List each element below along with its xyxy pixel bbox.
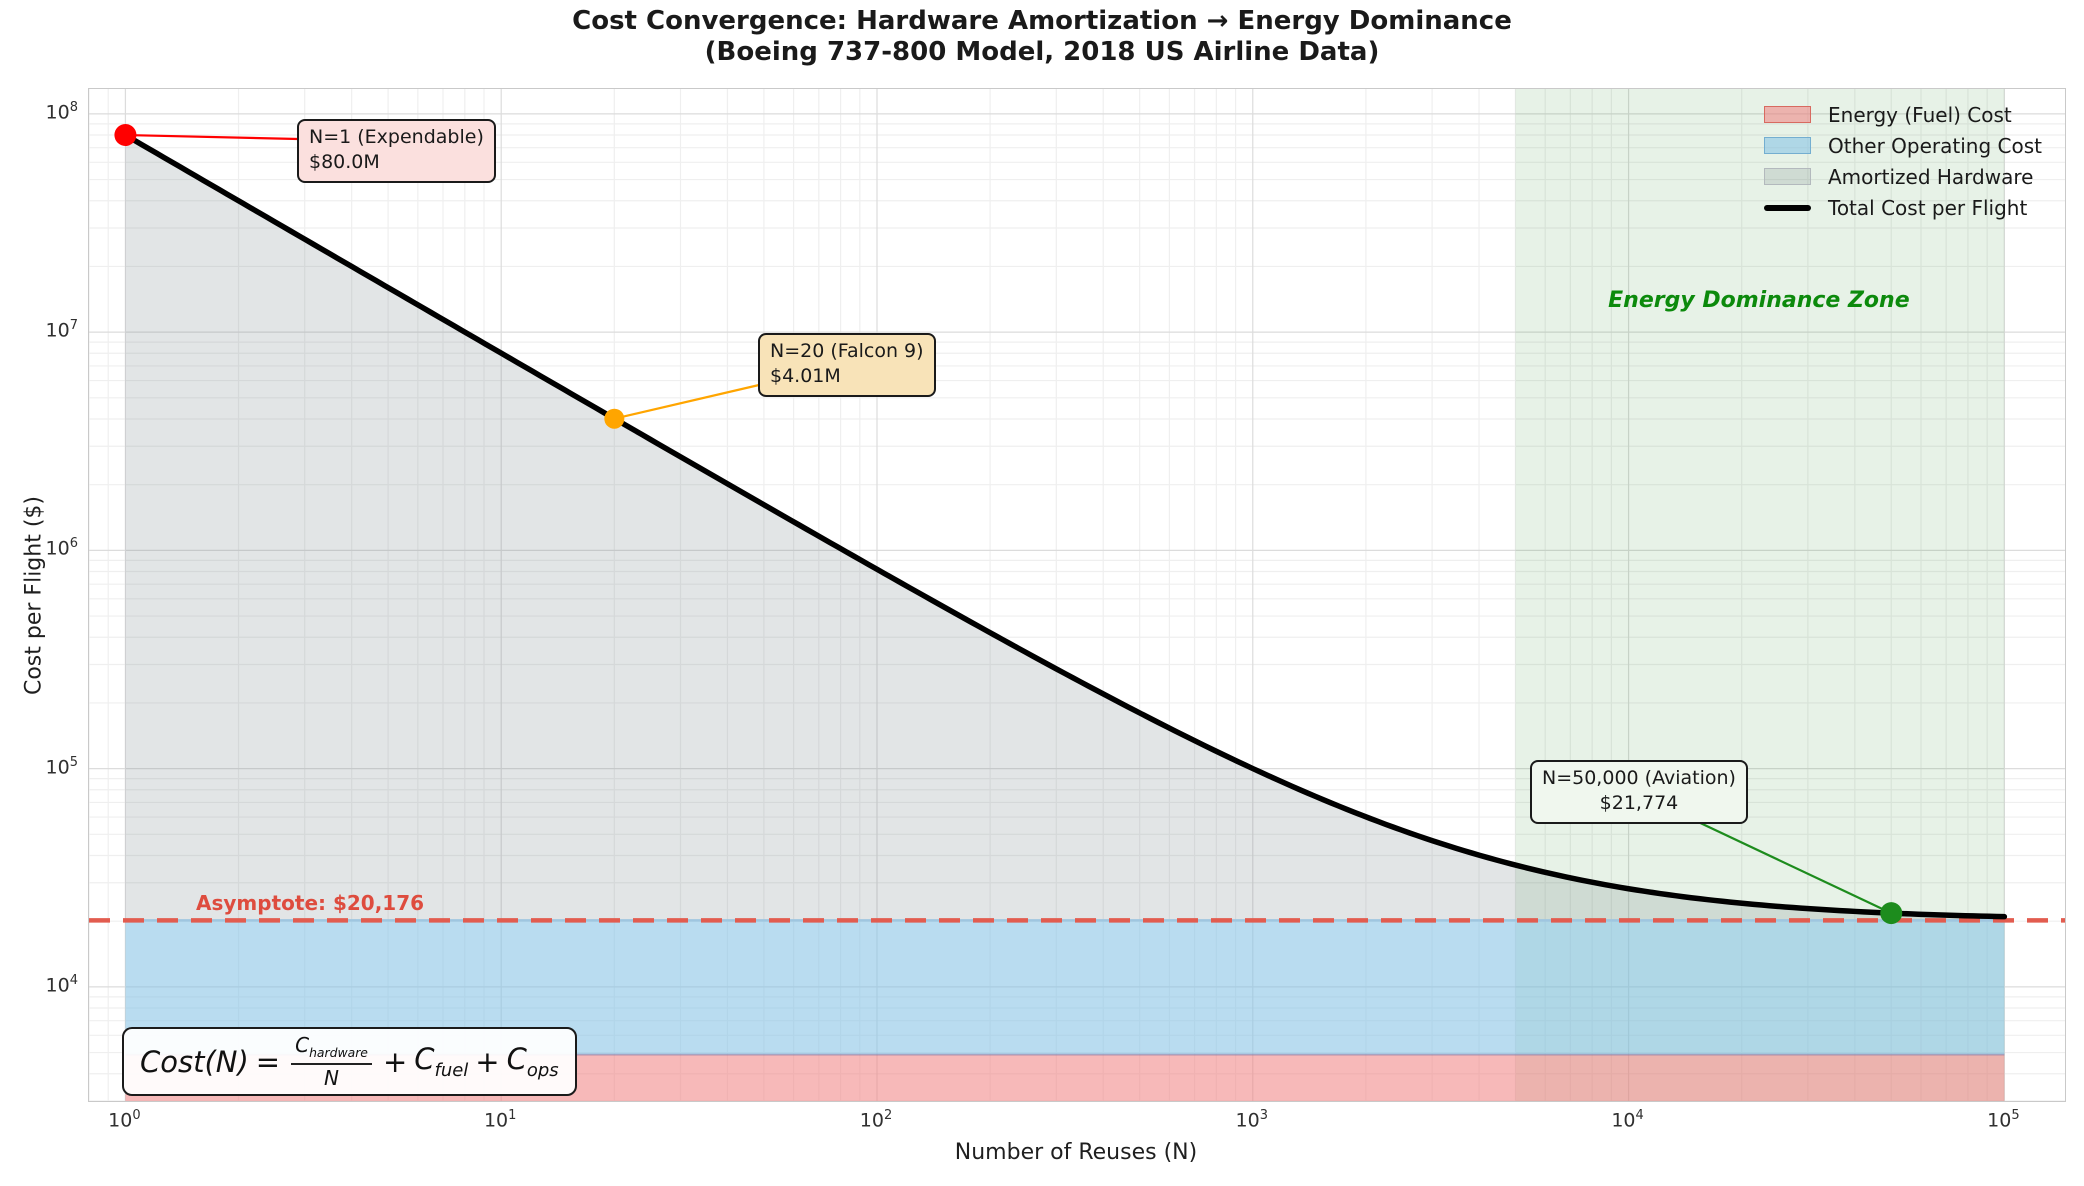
annotation-connector-expendable xyxy=(125,133,299,141)
chart-title: Cost Convergence: Hardware Amortization … xyxy=(0,6,2084,68)
legend: Energy (Fuel) Cost Other Operating Cost Am… xyxy=(1764,99,2042,223)
annotation-expendable-line1: N=1 (Expendable) xyxy=(309,126,484,148)
legend-patch-swatch xyxy=(1764,168,1811,185)
x-tick-label: 104 xyxy=(1611,1108,1644,1132)
formula-plus-1: + xyxy=(382,1044,408,1079)
asymptote-label: Asymptote: $20,176 xyxy=(196,891,425,915)
x-tick-label: 102 xyxy=(859,1108,893,1132)
annotation-connector-aviation xyxy=(1693,819,1892,915)
annotation-expendable: N=1 (Expendable) $80.0M xyxy=(297,119,496,183)
legend-item-0: Energy (Fuel) Cost xyxy=(1764,99,2042,130)
legend-patch-swatch xyxy=(1764,106,1811,123)
legend-item-label: Amortized Hardware xyxy=(1828,164,2034,189)
legend-item-1: Other Operating Cost xyxy=(1764,130,2042,161)
legend-item-3: Total Cost per Flight xyxy=(1764,192,2042,223)
data-point-aviation xyxy=(1880,902,1903,925)
formula-numerator: Chardware xyxy=(291,1035,372,1065)
annotation-connector-falcon9 xyxy=(614,383,760,420)
y-tick-label: 105 xyxy=(45,754,78,779)
legend-item-label: Energy (Fuel) Cost xyxy=(1828,102,2012,127)
ops-cost-band xyxy=(125,920,2005,1055)
legend-item-2: Amortized Hardware xyxy=(1764,161,2042,192)
y-tick-label: 104 xyxy=(45,973,78,997)
amortized-hardware-band xyxy=(125,135,2005,921)
y-tick-label: 107 xyxy=(45,318,78,342)
formula-denominator: N xyxy=(324,1065,339,1090)
plot-canvas xyxy=(89,89,2065,1101)
energy-dominance-zone-label: Energy Dominance Zone xyxy=(1608,288,1910,313)
y-axis-label: Cost per Flight ($) xyxy=(21,496,47,696)
data-point-falcon9 xyxy=(604,408,625,429)
x-axis-label: Number of Reuses (N) xyxy=(954,1140,1198,1165)
data-point-expendable xyxy=(114,124,137,147)
formula-term-ops: Cops xyxy=(506,1042,559,1081)
chart-title-line2: (Boeing 737-800 Model, 2018 US Airline D… xyxy=(704,37,1380,67)
annotation-expendable-line2: $80.0M xyxy=(309,151,380,173)
x-tick-label: 100 xyxy=(108,1108,141,1132)
annotation-aviation-line1: N=50,000 (Aviation) xyxy=(1542,767,1736,789)
fuel-cost-band xyxy=(125,1054,2005,1101)
annotation-falcon9: N=20 (Falcon 9) $4.01M xyxy=(758,333,936,397)
annotation-falcon9-line2: $4.01M xyxy=(770,365,841,387)
formula-equals: = xyxy=(255,1044,281,1079)
legend-patch-swatch xyxy=(1764,137,1811,154)
x-tick-label: 101 xyxy=(483,1108,517,1132)
x-tick-label: 103 xyxy=(1235,1108,1269,1132)
legend-item-label: Total Cost per Flight xyxy=(1828,195,2028,220)
formula-plus-2: + xyxy=(475,1044,500,1079)
y-tick-label: 106 xyxy=(45,536,78,560)
x-tick-label: 105 xyxy=(1987,1108,2020,1132)
cost-formula-box: Cost(N) = Chardware N + Cfuel + Cops xyxy=(122,1027,577,1096)
formula-term-fuel: Cfuel xyxy=(414,1042,469,1081)
formula-lhs: Cost(N) xyxy=(140,1044,249,1079)
plot-area xyxy=(88,88,2066,1102)
legend-line-swatch xyxy=(1764,204,1811,211)
annotation-falcon9-line1: N=20 (Falcon 9) xyxy=(770,340,924,362)
total-cost-curve xyxy=(122,132,2008,920)
formula-fraction: Chardware N xyxy=(291,1035,372,1090)
chart-title-line1: Cost Convergence: Hardware Amortization … xyxy=(572,6,1512,36)
y-tick-label: 108 xyxy=(45,100,78,124)
annotation-aviation-line2: $21,774 xyxy=(1599,792,1679,814)
legend-item-label: Other Operating Cost xyxy=(1828,133,2042,158)
annotation-aviation: N=50,000 (Aviation) $21,774 xyxy=(1530,760,1748,824)
